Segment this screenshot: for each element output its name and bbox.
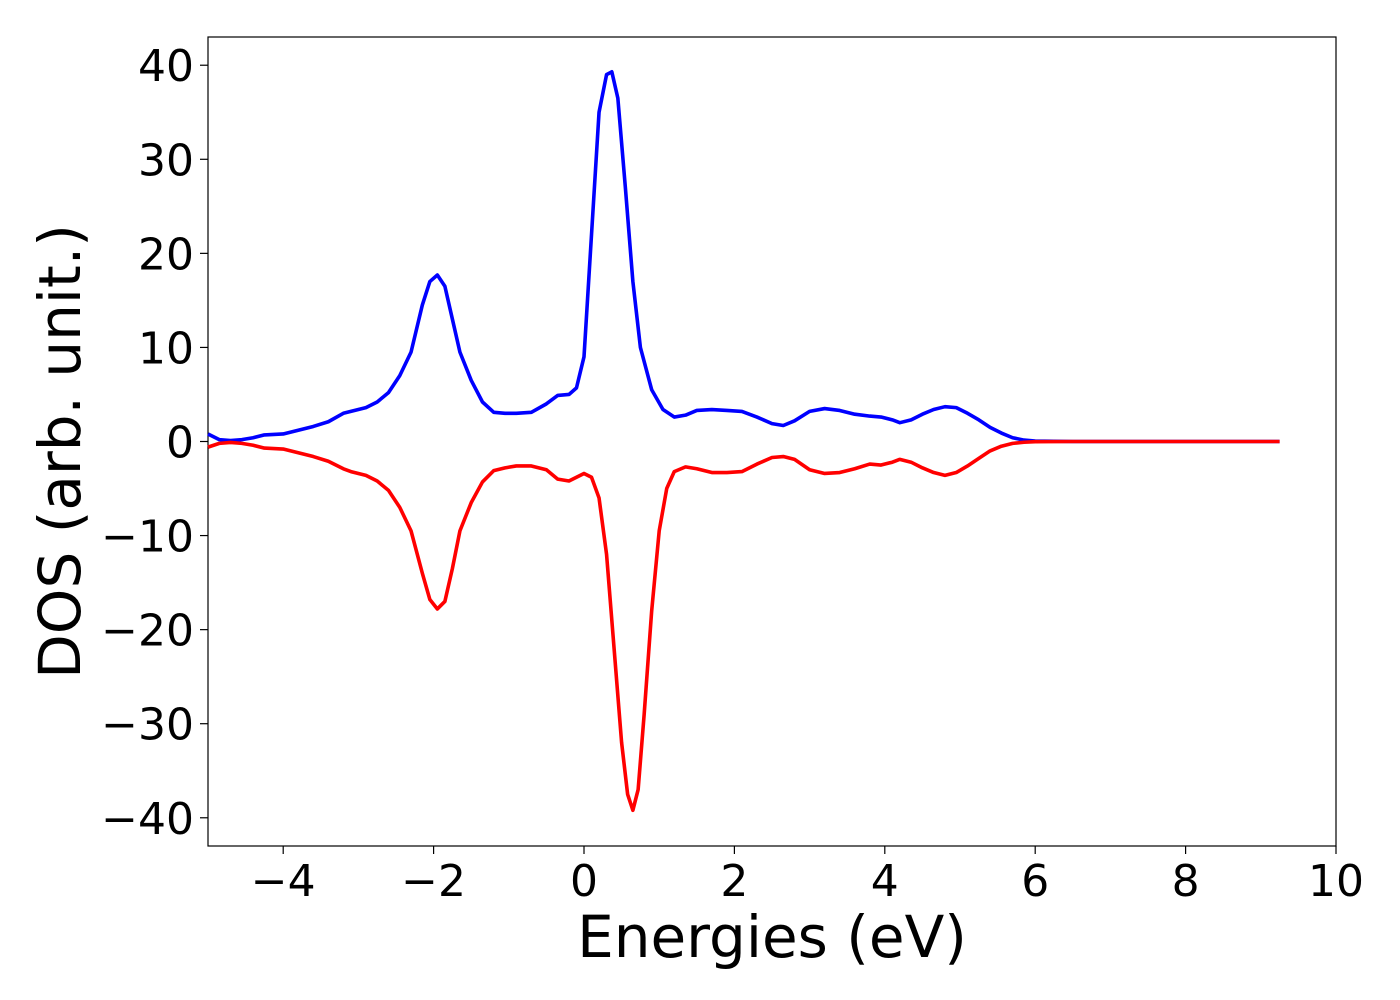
y-tick-label: 0 [166,418,194,469]
series-line-2 [207,439,1280,813]
x-tick-label: 0 [570,856,598,907]
y-axis-ticks: −40 −30 −20 −10 0 10 20 30 40 [101,41,208,845]
x-tick-label: 8 [1172,856,1200,907]
y-tick-label: 10 [138,323,194,374]
y-tick-label: 40 [138,41,194,92]
series-line-1 [207,70,1280,444]
y-axis-title: DOS (arb. unit.) [26,224,94,679]
x-tick-label: 6 [1021,856,1049,907]
y-tick-label: −20 [101,606,194,657]
y-tick-label: 30 [138,135,194,186]
y-tick-label: 20 [138,229,194,280]
x-tick-label: 4 [871,856,899,907]
y-tick-label: −40 [101,794,194,845]
x-tick-label: 2 [720,856,748,907]
y-tick-label: −30 [101,700,194,751]
series-layer [207,70,1280,813]
x-tick-label: 10 [1308,856,1364,907]
y-tick-label: −10 [101,512,194,563]
x-axis-ticks: −4 −2 0 2 4 6 8 10 [251,846,1364,907]
x-axis-title: Energies (eV) [577,903,967,971]
x-tick-label: −2 [401,856,466,907]
x-tick-label: −4 [251,856,316,907]
